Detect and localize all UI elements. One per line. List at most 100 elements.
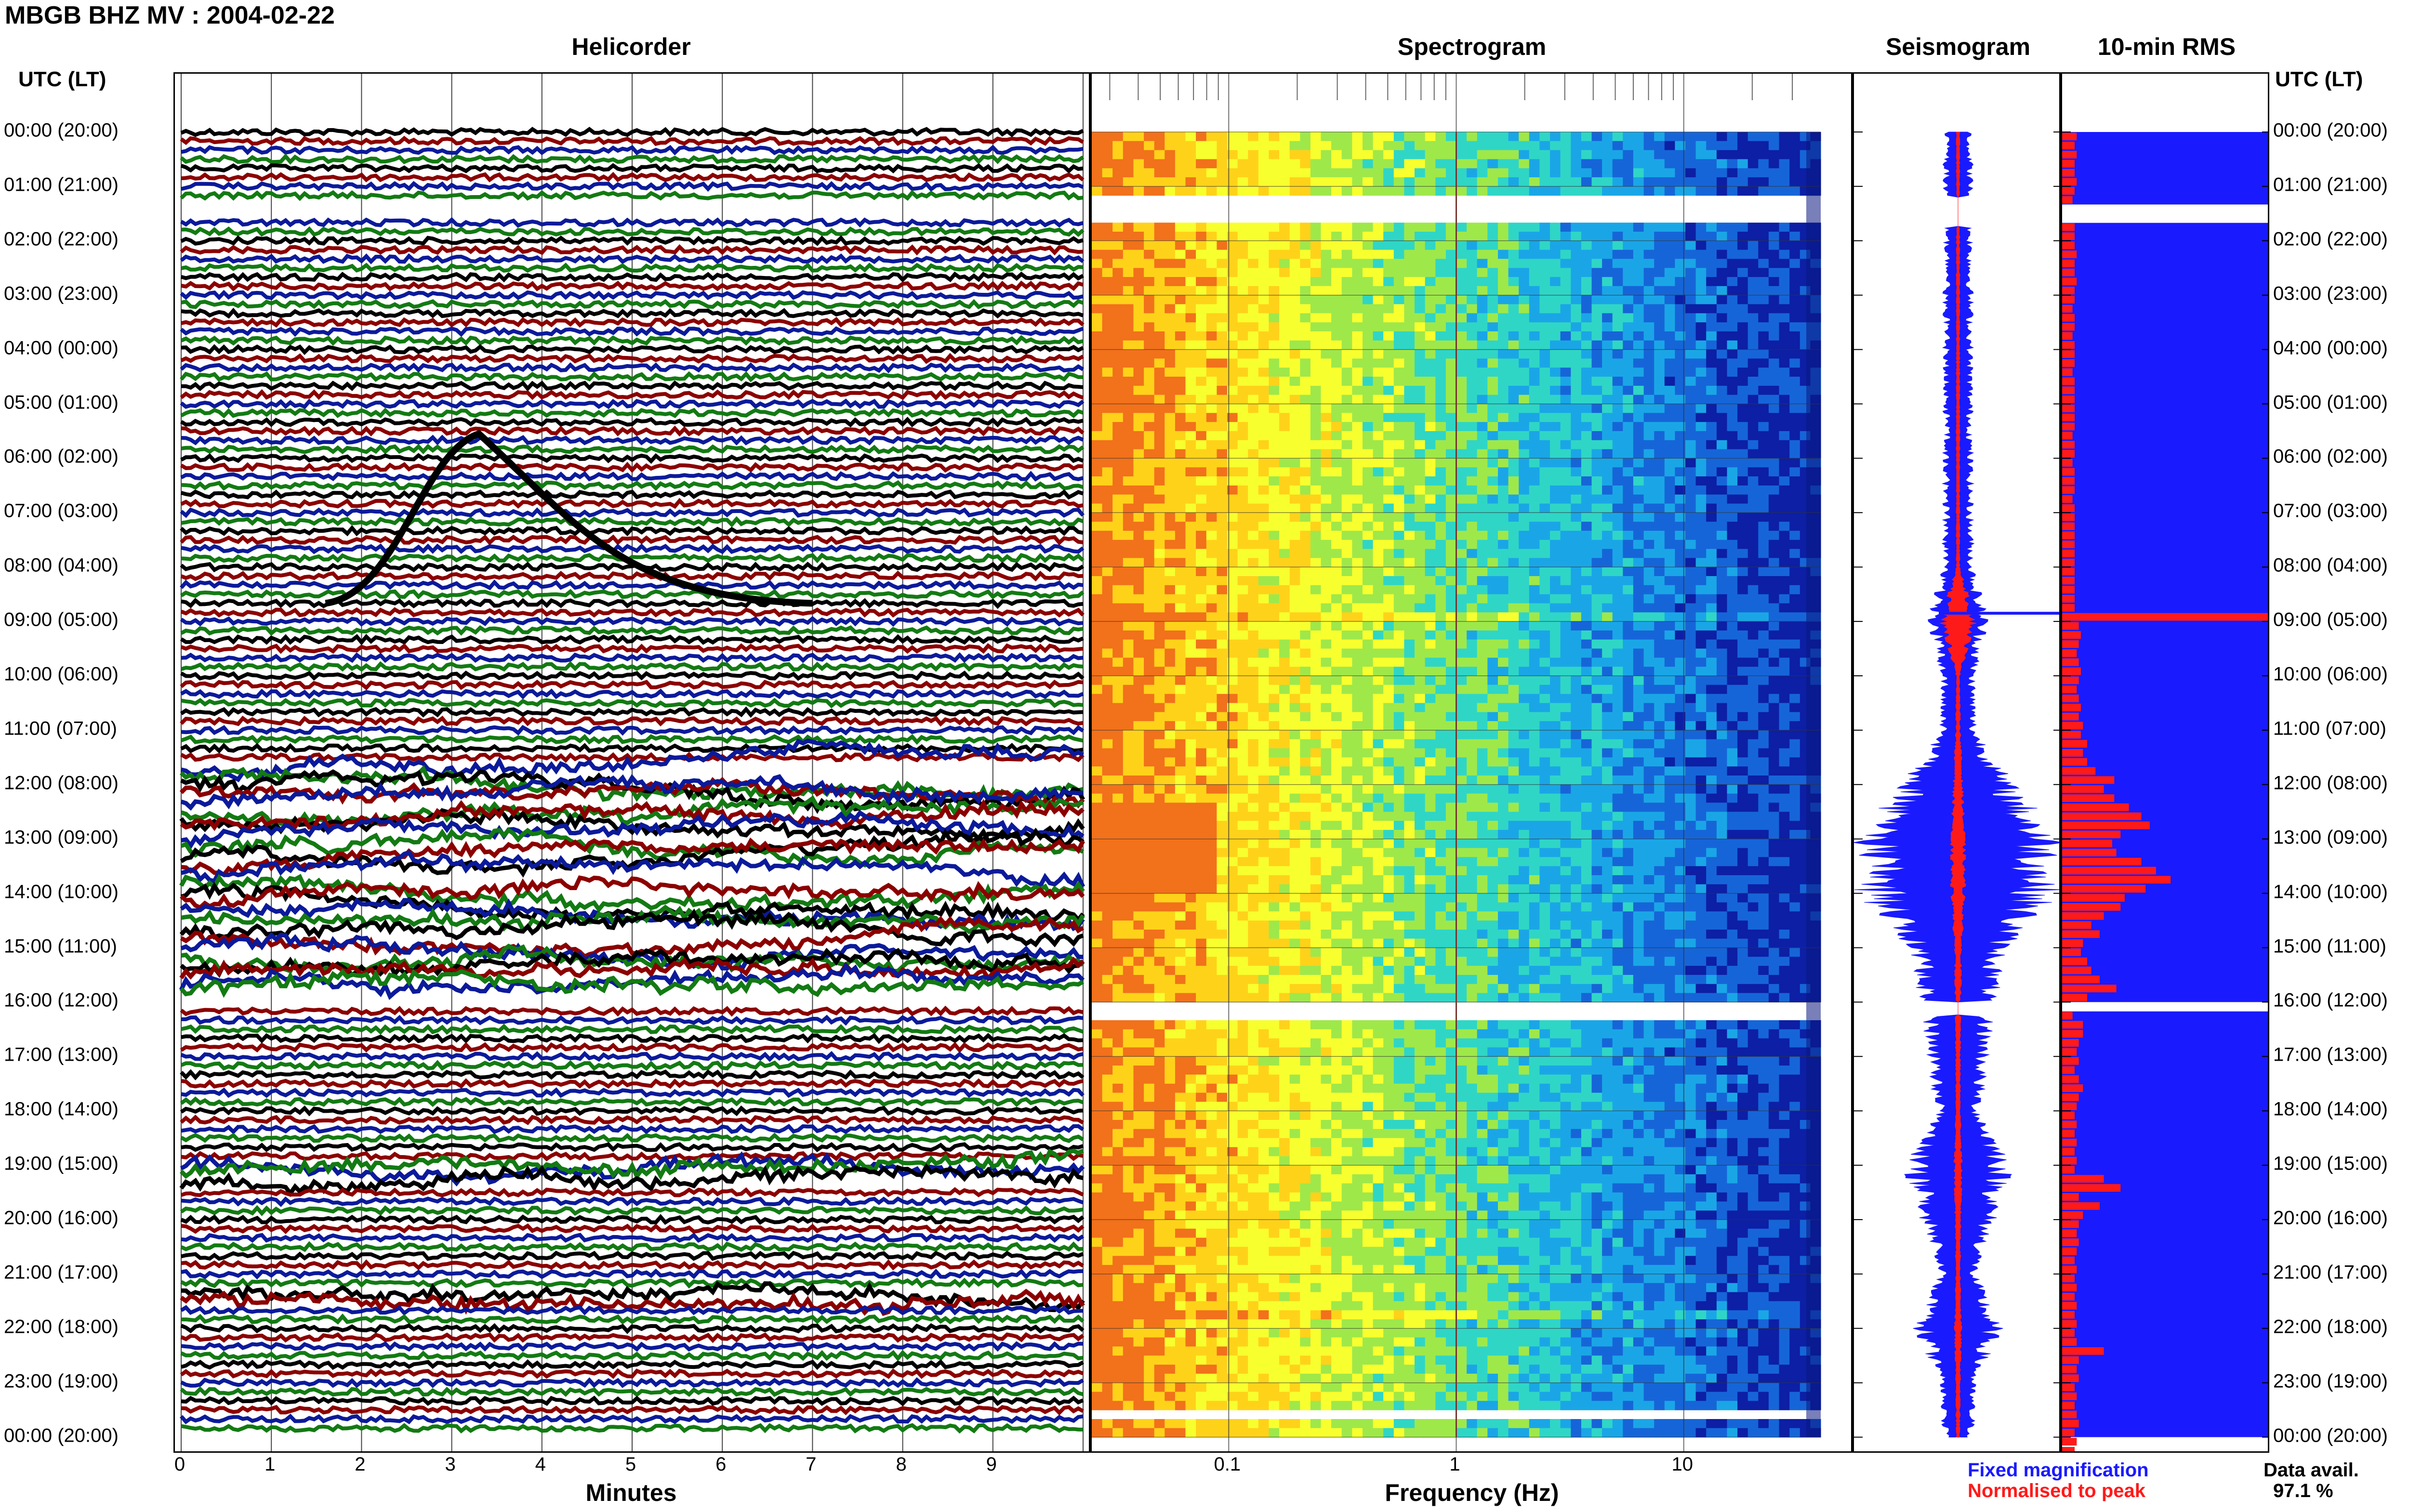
spectrogram-cell xyxy=(1623,539,1634,550)
spectrogram-cell xyxy=(1529,322,1540,332)
spectrogram-row-24 xyxy=(1092,349,1821,359)
spectrogram-cell xyxy=(1779,467,1790,477)
spectrogram-cell xyxy=(1352,757,1363,767)
spectrogram-cell xyxy=(1633,630,1644,640)
spectrogram-cell xyxy=(1300,576,1311,586)
spectrogram-cell xyxy=(1185,667,1196,676)
spectrogram-cell xyxy=(1196,186,1207,196)
spectrogram-cell xyxy=(1467,349,1478,359)
spectrogram-cell xyxy=(1373,757,1384,767)
spectrogram-cell xyxy=(1654,286,1665,296)
spectrogram-cell xyxy=(1352,277,1363,287)
spectrogram-cell xyxy=(1092,141,1103,151)
spectrogram-cell xyxy=(1539,358,1550,368)
spectrogram-cell xyxy=(1685,394,1696,405)
spectrogram-cell xyxy=(1456,667,1467,676)
spectrogram-cell xyxy=(1425,494,1436,504)
spectrogram-cell xyxy=(1758,576,1769,586)
spectrogram-cell xyxy=(1404,494,1415,504)
spectrogram-cell xyxy=(1685,485,1696,495)
spectrogram-cell xyxy=(1373,413,1384,422)
spectrogram-cell xyxy=(1675,159,1686,169)
spectrogram-cell xyxy=(1123,739,1134,749)
spectrogram-cell xyxy=(1102,694,1113,703)
spectrogram-cell xyxy=(1352,567,1363,577)
spectrogram-cell xyxy=(1685,250,1696,259)
spectrogram-cell xyxy=(1581,612,1592,622)
spectrogram-cell xyxy=(1217,712,1228,722)
spectrogram-cell xyxy=(1227,667,1238,676)
helicorder-trace-74 xyxy=(180,774,1084,811)
spectrogram-cell xyxy=(1727,558,1738,567)
spectrogram-cell xyxy=(1737,449,1748,459)
spectrogram-cell xyxy=(1602,485,1613,495)
spectrogram-cell xyxy=(1643,186,1655,196)
spectrogram-cell xyxy=(1768,150,1780,159)
spectrogram-cell xyxy=(1519,630,1530,640)
spectrogram-cell xyxy=(1550,422,1561,432)
spectrogram-cell xyxy=(1633,594,1644,604)
spectrogram-cell xyxy=(1602,394,1613,405)
spectrogram-cell xyxy=(1415,467,1426,477)
spectrogram-cell xyxy=(1165,223,1176,232)
spectrogram-cell xyxy=(1498,150,1509,159)
spectrogram-cell xyxy=(1768,712,1780,722)
spectrogram-cell xyxy=(1373,739,1384,749)
spectrogram-cell xyxy=(1623,449,1634,459)
spectrogram-cell xyxy=(1789,476,1800,486)
spectrogram-cell xyxy=(1248,513,1259,522)
spectrogram-cell xyxy=(1248,467,1259,477)
spectrogram-cell xyxy=(1102,368,1113,377)
spectrogram-cell xyxy=(1633,413,1644,422)
spectrogram-cell xyxy=(1248,684,1259,695)
spectrogram-cell xyxy=(1269,630,1280,640)
spectrogram-cell xyxy=(1363,485,1374,495)
spectrogram-cell xyxy=(1279,476,1290,486)
spectrogram-cell xyxy=(1310,232,1322,241)
spectrogram-cell xyxy=(1279,594,1290,604)
spectrogram-cell xyxy=(1227,630,1238,640)
spectrogram-cell xyxy=(1404,141,1415,151)
spectrogram-cell xyxy=(1227,748,1238,758)
spectrogram-cell xyxy=(1706,739,1717,749)
spectrogram-cell xyxy=(1477,304,1488,314)
spectrogram-cell xyxy=(1123,150,1134,159)
spectrogram-cell xyxy=(1269,340,1280,350)
spectrogram-cell xyxy=(1393,413,1404,422)
spectrogram-cell xyxy=(1331,684,1342,695)
spectrogram-cell xyxy=(1529,159,1540,169)
spectrogram-cell xyxy=(1363,349,1374,359)
spectrogram-cell xyxy=(1165,186,1176,196)
spectrogram-cell xyxy=(1716,286,1728,296)
spectrogram-cell xyxy=(1789,259,1800,268)
spectrogram-cell xyxy=(1425,648,1436,658)
spectrogram-title: Spectrogram xyxy=(1397,33,1547,60)
spectrogram-cell xyxy=(1258,440,1269,450)
spectrogram-cell xyxy=(1269,394,1280,405)
spectrogram-cell xyxy=(1321,404,1332,413)
spectrogram-cell xyxy=(1269,757,1280,767)
spectrogram-cell xyxy=(1425,639,1436,649)
spectrogram-cell xyxy=(1487,277,1498,287)
spectrogram-cell xyxy=(1144,766,1155,776)
spectrogram-cell xyxy=(1695,177,1707,187)
spectrogram-cell xyxy=(1154,458,1165,468)
spectrogram-cell xyxy=(1508,223,1519,232)
spectrogram-cell xyxy=(1112,458,1124,468)
hour-label-right-15: 15:00 (11:00) xyxy=(2273,935,2386,957)
spectrogram-cell xyxy=(1217,766,1228,776)
spectrogram-cell xyxy=(1092,585,1103,595)
spectrogram-cell xyxy=(1539,277,1550,287)
spectrogram-cell xyxy=(1675,431,1686,441)
spectrogram-cell xyxy=(1560,358,1571,368)
spectrogram-cell xyxy=(1175,349,1186,359)
spectrogram-cell xyxy=(1445,404,1457,413)
spectrogram-cell xyxy=(1758,730,1769,740)
spectrogram-cell xyxy=(1581,440,1592,450)
spectrogram-cell xyxy=(1675,712,1686,722)
spectrogram-cell xyxy=(1185,223,1196,232)
spectrogram-cell xyxy=(1237,340,1248,350)
spectrogram-cell xyxy=(1144,150,1155,159)
spectrogram-cell xyxy=(1123,431,1134,441)
spectrogram-cell xyxy=(1269,132,1280,142)
